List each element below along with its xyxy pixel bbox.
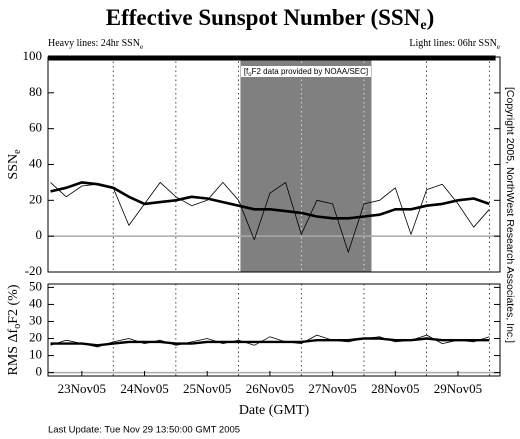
annotation-bg <box>240 66 371 77</box>
y-tick-label: 20 <box>29 330 42 345</box>
series-line <box>50 182 490 253</box>
legend-sub: e <box>140 43 143 51</box>
y-label-text: o <box>12 324 23 329</box>
highlight-region <box>240 57 372 272</box>
series-line <box>50 181 490 220</box>
legend-light: Light lines: 06hr SSNe <box>409 38 500 50</box>
y-label-text: SSN <box>6 154 21 180</box>
y-tick-label: 50 <box>29 278 42 293</box>
y-label-text: F2 (%) <box>6 284 21 324</box>
title-text: ) <box>427 5 435 30</box>
x-tick-label: 27Nov05 <box>308 381 356 396</box>
y-tick-label: -20 <box>25 263 42 278</box>
legend-sub: e <box>497 43 500 51</box>
copyright: [Copyright 2005, NorthWest Research Asso… <box>504 87 516 343</box>
x-axis-label: Date (GMT) <box>239 403 310 418</box>
y-tick-label: 60 <box>29 120 42 135</box>
y-tick-label: 30 <box>29 312 42 327</box>
x-tick-label: 23Nov05 <box>58 381 106 396</box>
legend-text: Heavy lines: 24hr SSN <box>48 38 140 49</box>
title-text: Effective Sunspot Number (SSN <box>106 5 421 30</box>
annotation-text: o <box>248 72 252 78</box>
y-tick-label: 80 <box>29 84 42 99</box>
plot-frame <box>47 283 501 377</box>
chart-title: Effective Sunspot Number (SSNe) <box>106 5 434 33</box>
x-tick-label: 29Nov05 <box>434 381 482 396</box>
annotation-text: F2 data provided by NOAA/SEC] <box>252 67 369 76</box>
y-axis-label: RMS ΔfoF2 (%) <box>6 284 23 375</box>
x-tick-label: 24Nov05 <box>120 381 168 396</box>
x-tick-label: 26Nov05 <box>246 381 294 396</box>
y-tick-label: 0 <box>36 364 43 379</box>
legend-heavy: Heavy lines: 24hr SSNe <box>48 38 143 50</box>
y-tick-label: 40 <box>29 295 42 310</box>
x-tick-label: 25Nov05 <box>183 381 231 396</box>
y-tick-label: 40 <box>29 155 42 170</box>
y-label-text: RMS Δf <box>6 328 21 375</box>
y-tick-label: 10 <box>29 347 42 362</box>
y-tick-label: 100 <box>23 48 43 63</box>
title-sub: e <box>420 18 426 33</box>
annotation: [foF2 data provided by NOAA/SEC] <box>244 67 368 77</box>
y-label-text: e <box>12 149 23 154</box>
x-tick-label: 28Nov05 <box>371 381 419 396</box>
annotation-text: [f <box>244 67 249 76</box>
y-tick-label: 20 <box>29 191 42 206</box>
last-update: Last Update: Tue Nov 29 13:50:00 GMT 200… <box>48 425 240 436</box>
series-line <box>50 337 490 347</box>
legend-text: Light lines: 06hr SSN <box>409 38 497 49</box>
y-axis-label: SSNe <box>6 149 23 180</box>
y-tick-label: 0 <box>36 227 43 242</box>
